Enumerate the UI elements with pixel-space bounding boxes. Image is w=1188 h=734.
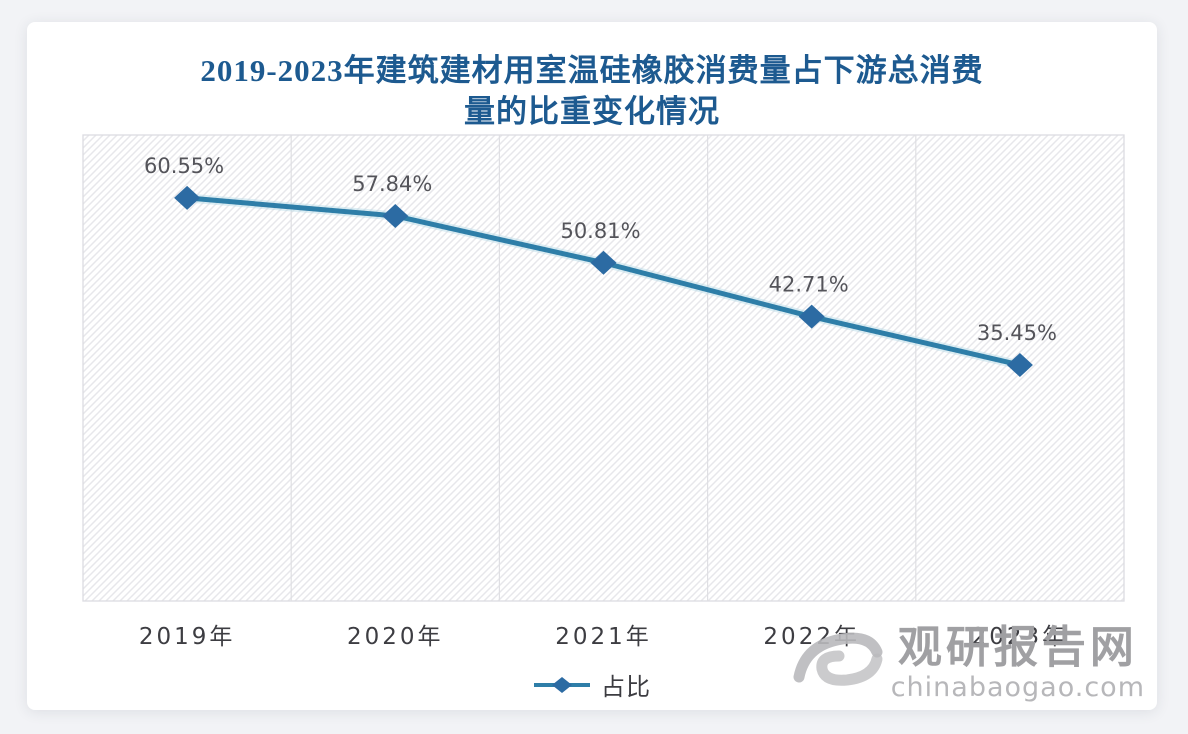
x-axis-label: 2019年 <box>139 624 236 650</box>
x-axis-label: 2023年 <box>972 624 1069 650</box>
chart-title-line-1: 2019-2023年建筑建材用室温硅橡胶消费量占下游总消费 <box>200 53 984 88</box>
chart-legend: 占比 <box>27 667 1157 702</box>
plot-area-hatch <box>82 134 1125 602</box>
data-point-label: 50.81% <box>560 219 640 243</box>
x-axis-label: 2022年 <box>763 624 860 650</box>
chart-card: 60.55% 57.84% 50.81% 42.71% 35.45% 2019年 2020年… <box>27 22 1157 710</box>
line-chart: 60.55% 57.84% 50.81% 42.71% 35.45% 2019年 2020年… <box>82 134 1125 650</box>
chart-title: 2019-2023年建筑建材用室温硅橡胶消费量占下游总消费 量的比重变化情况 <box>27 50 1157 132</box>
data-point-label: 42.71% <box>769 273 849 297</box>
chart-title-line-2: 量的比重变化情况 <box>464 94 720 129</box>
legend-label: 占比 <box>601 673 651 701</box>
legend-line-marker-icon <box>534 676 590 693</box>
data-point-marker <box>1006 353 1033 378</box>
x-axis-label: 2021年 <box>555 624 652 650</box>
x-axis-label: 2020年 <box>347 624 444 650</box>
data-point-label: 57.84% <box>352 172 432 196</box>
data-point-marker <box>798 304 825 329</box>
data-point-marker <box>382 203 409 228</box>
data-point-label: 35.45% <box>977 321 1057 345</box>
data-point-label: 60.55% <box>144 154 224 178</box>
data-point-marker <box>174 185 201 210</box>
